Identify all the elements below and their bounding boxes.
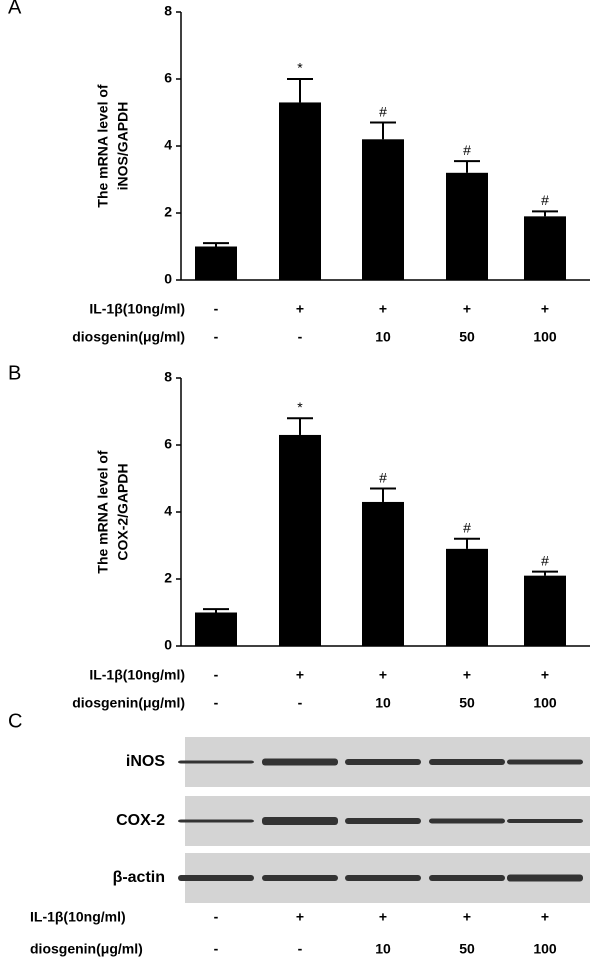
treatment-label: + (541, 301, 549, 317)
treatment-label: + (541, 667, 549, 683)
treatment-label: 10 (375, 329, 391, 345)
panel-label: C (8, 710, 22, 732)
treatment-label: + (296, 667, 304, 683)
y-axis-label: iNOS/GAPDH (115, 102, 131, 191)
treatment-label: 100 (533, 695, 557, 711)
treatment-label: + (296, 909, 304, 925)
bar (279, 102, 321, 280)
y-axis-label: The mRNA level of (95, 84, 111, 208)
blot-band (429, 818, 505, 824)
treatment-label: - (298, 695, 303, 711)
treatment-label: 50 (459, 329, 475, 345)
y-tick-label: 8 (164, 3, 172, 19)
treatment-label: 100 (533, 329, 557, 345)
blot-band (507, 819, 583, 823)
panel-label: A (8, 0, 22, 18)
treatment-label: 10 (375, 695, 391, 711)
treatment-name: diosgenin(μg/ml) (30, 941, 143, 957)
annotation: * (297, 60, 303, 76)
bar (446, 172, 488, 280)
treatment-label: - (214, 941, 219, 957)
treatment-label: - (214, 695, 219, 711)
annotation: # (541, 552, 549, 568)
treatment-label: - (214, 909, 219, 925)
y-tick-label: 6 (164, 436, 172, 452)
y-axis-label: COX-2/GAPDH (115, 463, 131, 560)
blot-band (262, 875, 338, 881)
annotation: # (463, 520, 471, 536)
treatment-label: + (296, 301, 304, 317)
panel-label: B (8, 362, 21, 384)
treatment-label: + (379, 301, 387, 317)
treatment-label: + (463, 909, 471, 925)
treatment-label: - (214, 301, 219, 317)
bar (446, 548, 488, 646)
blot-band (345, 875, 421, 881)
blot-band (178, 875, 254, 881)
treatment-label: 50 (459, 695, 475, 711)
treatment-label: + (463, 301, 471, 317)
treatment-name: diosgenin(μg/ml) (72, 329, 185, 345)
bar (195, 246, 237, 280)
y-tick-label: 4 (164, 137, 172, 153)
blot-band (507, 874, 583, 882)
y-tick-label: 2 (164, 204, 172, 220)
bar (524, 216, 566, 280)
y-tick-label: 2 (164, 570, 172, 586)
treatment-label: - (298, 941, 303, 957)
treatment-label: - (214, 667, 219, 683)
blot-band (178, 819, 254, 823)
annotation: # (379, 103, 387, 119)
treatment-label: 10 (375, 941, 391, 957)
treatment-label: 50 (459, 941, 475, 957)
blot-row-label: COX-2 (116, 812, 165, 829)
treatment-label: 100 (533, 941, 557, 957)
y-tick-label: 4 (164, 503, 172, 519)
y-tick-label: 6 (164, 70, 172, 86)
bar (279, 434, 321, 646)
annotation: # (541, 192, 549, 208)
y-tick-label: 8 (164, 369, 172, 385)
annotation: * (297, 399, 303, 415)
bar (195, 612, 237, 646)
treatment-name: IL-1β(10ng/ml) (89, 301, 185, 317)
blot-band (429, 759, 505, 765)
blot-band (345, 818, 421, 824)
annotation: # (379, 469, 387, 485)
bar (524, 575, 566, 646)
blot-band (178, 760, 254, 764)
bar (362, 501, 404, 646)
treatment-label: + (379, 909, 387, 925)
annotation: # (463, 142, 471, 158)
treatment-name: IL-1β(10ng/ml) (30, 909, 126, 925)
blot-band (262, 758, 338, 766)
blot-band (507, 759, 583, 765)
blot-band (429, 875, 505, 881)
treatment-name: IL-1β(10ng/ml) (89, 667, 185, 683)
treatment-label: - (214, 329, 219, 345)
treatment-label: - (298, 329, 303, 345)
y-axis-label: The mRNA level of (95, 450, 111, 574)
bar (362, 139, 404, 280)
blot-row-label: β-actin (113, 869, 165, 886)
y-tick-label: 0 (164, 271, 172, 287)
treatment-label: + (463, 667, 471, 683)
treatment-name: diosgenin(μg/ml) (72, 695, 185, 711)
treatment-label: + (379, 667, 387, 683)
blot-row-label: iNOS (126, 753, 165, 770)
treatment-label: + (541, 909, 549, 925)
y-tick-label: 0 (164, 637, 172, 653)
blot-band (345, 759, 421, 765)
blot-band (262, 817, 338, 825)
